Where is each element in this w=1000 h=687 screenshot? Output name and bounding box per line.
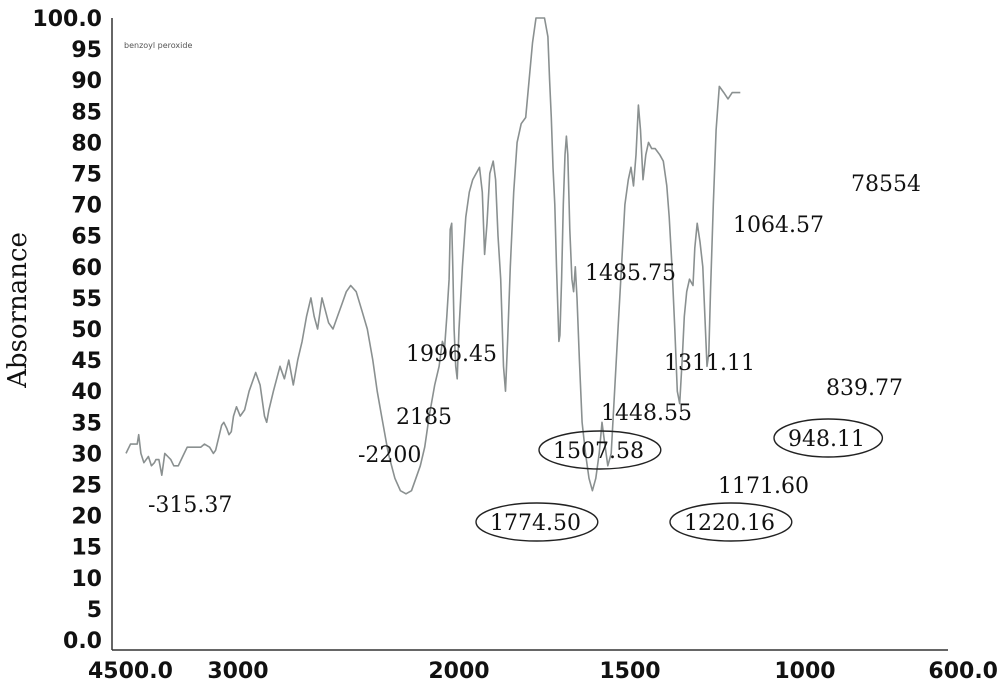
peak-label: 1064.57	[733, 213, 824, 238]
series-layer	[125, 17, 741, 495]
y-tick-label: 45	[71, 349, 102, 374]
y-tick-label: 35	[71, 411, 102, 436]
peak-circle	[773, 418, 884, 458]
y-tick-label: 75	[71, 163, 102, 188]
y-tick-label: 90	[71, 69, 102, 94]
peak-circle	[475, 502, 599, 542]
peak-label: 1485.75	[585, 261, 676, 286]
peak-circle	[669, 502, 793, 542]
x-tick-label: 3000	[207, 659, 268, 684]
y-tick-label: 80	[71, 131, 102, 156]
x-tick-label: 2000	[428, 659, 489, 684]
spectrum-line	[125, 17, 741, 495]
y-tick-label: 15	[71, 536, 102, 561]
x-tick-labels: 4500.0 3000 2000 1500 1000 600.0	[88, 659, 998, 684]
y-tick-label: 5	[87, 598, 102, 623]
y-tick-label: 85	[71, 100, 102, 125]
peak-label: 1311.11	[664, 351, 755, 376]
peak-label: 1996.45	[406, 342, 497, 367]
y-tick-label: 100.0	[32, 7, 102, 32]
y-tick-label: 55	[71, 287, 102, 312]
y-tick-label: 20	[71, 505, 102, 530]
y-tick-label: 30	[71, 442, 102, 467]
y-tick-label: 60	[71, 256, 102, 281]
x-tick-label: 600.0	[928, 659, 998, 684]
y-tick-label: 50	[71, 318, 102, 343]
peak-label: 1171.60	[718, 474, 809, 499]
y-tick-label: 95	[71, 38, 102, 63]
y-tick-label: 70	[71, 194, 102, 219]
peak-circle	[538, 430, 662, 470]
peak-annotations: -315.37 -2200 2185 1996.45 1774.50 1507.58 148…	[148, 172, 921, 542]
peak-label: 1507.58	[553, 439, 644, 464]
y-tick-label: 10	[71, 567, 102, 592]
peak-label: 948.11	[788, 427, 865, 452]
peak-label: 78554	[851, 172, 921, 197]
peak-label: 1774.50	[490, 511, 581, 536]
y-tick-label: 0.0	[63, 629, 102, 654]
legend-label: benzoyl peroxide	[124, 41, 192, 50]
x-tick-label: 4500.0	[88, 659, 173, 684]
y-tick-labels: 100.095908580757065605550454035302520151…	[32, 7, 102, 654]
peak-label: 1448.55	[601, 401, 692, 426]
y-axis-label: Absornance	[3, 232, 33, 389]
peak-label: 1220.16	[684, 511, 775, 536]
peak-label: -2200	[358, 443, 421, 468]
y-tick-label: 25	[71, 474, 102, 499]
y-tick-label: 65	[71, 225, 102, 250]
peak-label: 839.77	[826, 376, 903, 401]
y-tick-label: 40	[71, 380, 102, 405]
peak-label: 2185	[396, 405, 452, 430]
peak-label: -315.37	[148, 493, 232, 518]
x-tick-label: 1500	[599, 659, 660, 684]
x-tick-label: 1000	[774, 659, 835, 684]
